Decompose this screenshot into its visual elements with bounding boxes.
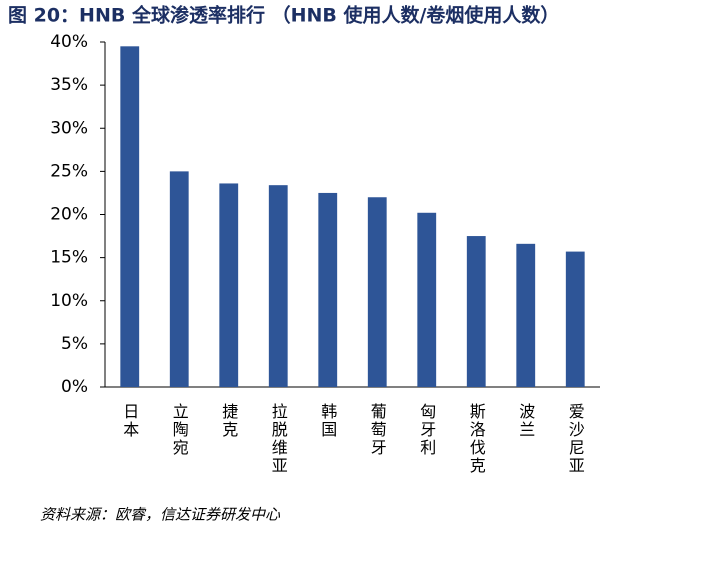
- y-tick-label: 30%: [50, 118, 88, 138]
- bar: [219, 183, 239, 387]
- bar: [516, 243, 536, 387]
- y-tick-label: 40%: [50, 32, 88, 52]
- bar: [169, 171, 189, 387]
- y-tick-label: 5%: [61, 334, 88, 354]
- bar: [120, 46, 140, 387]
- x-tick-label: 波兰: [516, 403, 535, 439]
- y-tick-label: 10%: [50, 291, 88, 311]
- bar: [417, 212, 437, 387]
- x-tick-label: 立陶宛: [170, 403, 189, 457]
- y-tick-label: 25%: [50, 161, 88, 181]
- bar: [466, 236, 486, 387]
- x-tick-label: 捷克: [219, 403, 238, 439]
- bar: [318, 192, 338, 387]
- y-tick-label: 15%: [50, 248, 88, 268]
- chart-title: 图 20：HNB 全球渗透率排行 （HNB 使用人数/卷烟使用人数）: [8, 4, 559, 27]
- x-tick-label: 葡萄牙: [368, 403, 387, 457]
- x-tick-label: 韩国: [318, 403, 337, 439]
- source-note: 资料来源：欧睿，信达证券研发中心: [40, 506, 281, 524]
- y-tick-label: 0%: [61, 377, 88, 397]
- x-tick-label: 日本: [120, 403, 139, 439]
- x-tick-label: 拉脱维亚: [269, 403, 288, 475]
- x-tick-label: 斯洛伐克: [467, 403, 486, 475]
- x-tick-label: 爱沙尼亚: [566, 403, 585, 475]
- bar: [268, 185, 288, 387]
- bar: [367, 197, 387, 387]
- y-tick-label: 35%: [50, 75, 88, 95]
- bar: [565, 251, 585, 387]
- y-tick-label: 20%: [50, 205, 88, 225]
- x-tick-label: 匈牙利: [417, 403, 436, 457]
